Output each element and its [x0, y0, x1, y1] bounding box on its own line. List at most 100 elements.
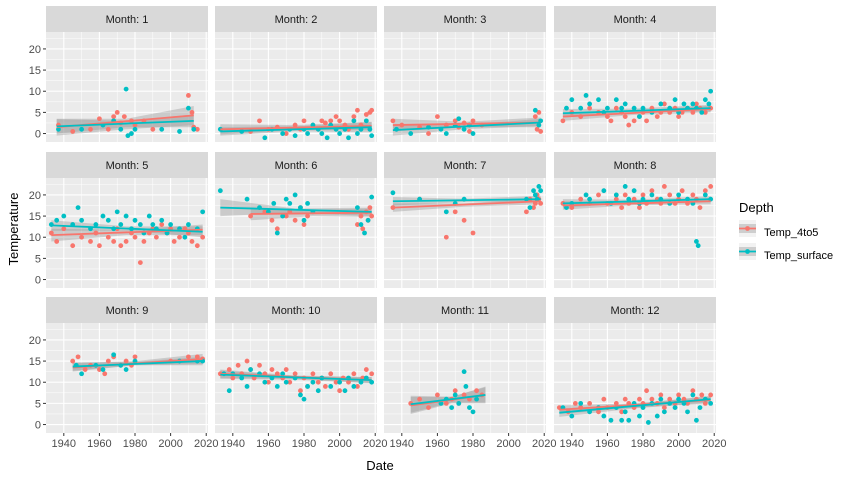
- panel-10-point-temp-4to5: [333, 379, 339, 385]
- panel-10-point-temp-4to5: [337, 388, 343, 394]
- panel-12-point-temp-surface: [654, 413, 660, 419]
- panel-6-strip: [215, 152, 377, 178]
- panel-6-point-temp-surface: [280, 213, 286, 219]
- panel-12-point-temp-4to5: [637, 396, 642, 402]
- panel-12-point-temp-4to5: [644, 388, 649, 394]
- panel-10: Month: 10 1940 1960 1980 2000 2020: [215, 297, 387, 450]
- panel-5-point-temp-surface: [123, 213, 129, 219]
- panel-7-background: [384, 178, 546, 288]
- panel-9-x-tick-label-2000: 2000: [158, 438, 182, 450]
- panel-12-point-temp-4to5: [572, 400, 578, 406]
- panel-6-point-temp-4to5: [355, 222, 360, 227]
- panel-3-point-temp-4to5: [534, 126, 540, 132]
- panel-1-strip: [46, 6, 208, 32]
- panel-2-point-temp-4to5: [337, 118, 343, 124]
- panel-6-point-temp-surface: [355, 205, 360, 211]
- panel-6-band-temp-surface: [220, 199, 372, 217]
- panel-5-point-temp-4to5: [123, 239, 129, 244]
- panel-7-point-temp-4to5: [452, 209, 458, 215]
- panel-4-point-temp-surface: [708, 88, 714, 94]
- panel-5-point-temp-surface: [105, 217, 111, 223]
- panel-5-point-temp-surface: [186, 222, 191, 227]
- legend-key-point: [745, 249, 750, 254]
- panel-5-point-temp-surface: [93, 222, 99, 227]
- panel-9-trend-temp-surface: [72, 360, 203, 368]
- panel-5-point-temp-4to5: [141, 239, 147, 244]
- panel-1-y-tick-label-5: 5: [35, 107, 41, 119]
- panel-9-y-tick-label-10: 10: [29, 377, 41, 389]
- panel-1-point-temp-4to5: [114, 109, 120, 115]
- panel-3-point-temp-surface: [536, 122, 542, 128]
- panel-3-point-temp-4to5: [390, 118, 396, 124]
- panel-12-point-temp-4to5: [661, 405, 667, 411]
- panel-10-point-temp-surface: [310, 379, 316, 385]
- panel-10-point-temp-4to5: [298, 388, 303, 394]
- legend-key-point: [745, 226, 750, 231]
- panel-11-strip-label: Month: 11: [441, 305, 489, 317]
- panel-9-strip-label: Month: 9: [106, 305, 149, 317]
- panel-2-point-temp-4to5: [351, 114, 357, 120]
- panel-6-point-temp-surface: [287, 200, 293, 206]
- panel-2-point-temp-4to5: [333, 114, 339, 120]
- panel-12-point-temp-4to5: [601, 396, 607, 402]
- panel-1-point-temp-surface: [191, 126, 197, 132]
- panel-10-point-temp-4to5: [351, 371, 357, 377]
- panel-11-point-temp-4to5: [452, 388, 458, 394]
- panel-11-x-tick-label-1980: 1980: [461, 438, 485, 450]
- panel-4-point-temp-surface: [587, 101, 593, 107]
- panel-5-trend-temp-surface: [51, 224, 203, 233]
- panel-4-point-temp-surface: [631, 105, 637, 111]
- panel-7-point-temp-4to5: [461, 217, 467, 223]
- panel-6-point-temp-4to5: [283, 213, 289, 219]
- panel-7-point-temp-surface: [527, 205, 533, 211]
- panel-4-trend-temp-4to5: [562, 108, 711, 118]
- panel-12-point-temp-surface: [676, 396, 682, 402]
- panel-5-point-temp-surface: [159, 217, 165, 223]
- panel-1-trend-temp-surface: [56, 119, 194, 128]
- x-axis-title: Date: [366, 458, 393, 473]
- panel-12-data: [556, 388, 714, 425]
- panel-4-point-temp-surface: [681, 101, 687, 107]
- panel-12-point-temp-surface: [637, 413, 642, 419]
- panel-1-point-temp-4to5: [121, 114, 127, 120]
- panel-5-strip-label: Month: 5: [106, 160, 149, 172]
- panel-11-x-tick-label-2000: 2000: [496, 438, 520, 450]
- panel-3-point-temp-surface: [408, 131, 414, 136]
- panel-11-point-temp-surface: [461, 369, 467, 375]
- panel-5-point-temp-4to5: [189, 239, 195, 244]
- panel-3-point-temp-surface: [461, 126, 467, 132]
- panel-11-x-tick-label-1940: 1940: [390, 438, 414, 450]
- panel-4-point-temp-4to5: [644, 118, 649, 124]
- panel-10-point-temp-surface: [274, 384, 280, 389]
- panel-4-point-temp-surface: [622, 101, 628, 107]
- panel-12-point-temp-surface: [569, 413, 575, 419]
- panel-5-point-temp-surface: [150, 222, 156, 227]
- panel-10-point-temp-surface: [305, 384, 310, 389]
- panel-8-point-temp-surface: [601, 188, 607, 194]
- panel-1-y-tick-label-20: 20: [29, 44, 41, 56]
- panel-2-point-temp-surface: [369, 133, 375, 139]
- panel-9-point-temp-surface: [123, 367, 129, 372]
- panel-5-y-tick-label-0: 0: [35, 275, 41, 287]
- panel-5-y-tick-label-20: 20: [29, 190, 41, 202]
- panel-10-point-temp-surface: [369, 379, 375, 385]
- panel-10-point-temp-surface: [358, 379, 364, 385]
- panel-1-point-temp-surface: [132, 126, 138, 132]
- panel-2-point-temp-4to5: [319, 118, 325, 124]
- panel-11-point-temp-4to5: [417, 396, 423, 402]
- panel-11-x-tick-label-1960: 1960: [425, 438, 449, 450]
- panel-1-point-temp-4to5: [189, 109, 195, 115]
- panel-1-y-tick-label-15: 15: [29, 65, 41, 77]
- panel-10-point-temp-4to5: [292, 371, 298, 377]
- panel-5-point-temp-4to5: [118, 243, 124, 249]
- panel-8-point-temp-surface: [631, 188, 637, 194]
- panel-5-point-temp-surface: [114, 209, 120, 215]
- panel-10-x-tick-label-1980: 1980: [292, 438, 316, 450]
- panel-2-point-temp-surface: [262, 135, 268, 141]
- panel-12-point-temp-4to5: [658, 392, 664, 398]
- panel-10-x-tick-label-2000: 2000: [327, 438, 351, 450]
- panel-8-point-temp-4to5: [631, 196, 637, 202]
- panel-6: Month: 6: [215, 152, 377, 288]
- panel-4-point-temp-surface: [658, 101, 664, 107]
